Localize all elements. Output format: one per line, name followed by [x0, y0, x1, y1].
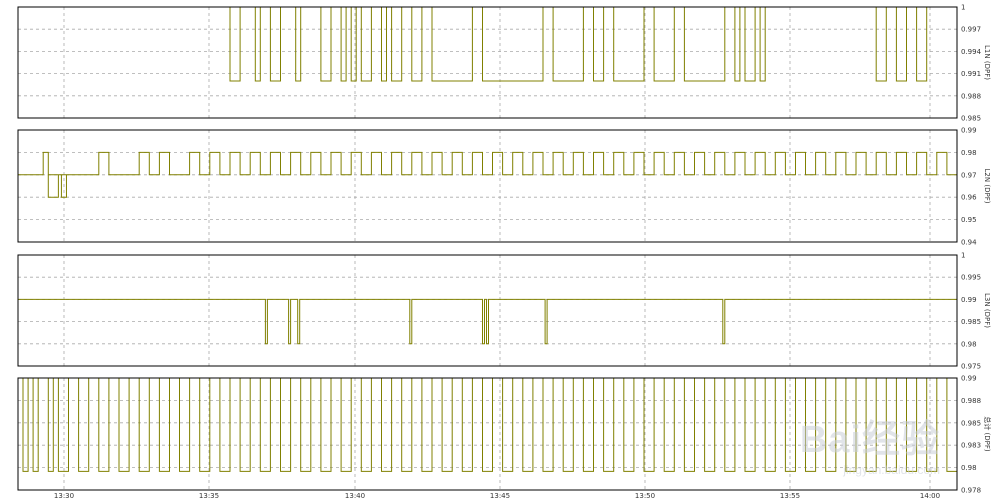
y-tick-label: 0.99: [961, 296, 977, 304]
x-tick-label: 13:45: [490, 492, 510, 500]
x-tick-label: 14:00: [920, 492, 940, 500]
y-tick-label: 0.96: [961, 194, 977, 202]
x-tick-label: 13:30: [54, 492, 74, 500]
y-tick-label: 0.95: [961, 216, 977, 224]
x-tick-label: 13:35: [199, 492, 219, 500]
baidu-watermark: Bai经验 jingyan.baidu.com: [800, 408, 940, 477]
y-tick-label: 0.988: [961, 92, 981, 100]
watermark-mark: 经验: [861, 419, 940, 461]
x-tick-label: 13:55: [780, 492, 800, 500]
y-axis-title: L2N (DPF): [983, 169, 991, 204]
signal-line: [18, 298, 957, 345]
signal-dip: [60, 174, 67, 198]
signal-line: [18, 6, 957, 82]
panel-frame: [17, 129, 958, 243]
signal-line: [18, 151, 957, 176]
y-tick-label: 0.97: [961, 171, 977, 179]
y-tick-label: 0.98: [961, 340, 977, 348]
y-tick-label: 0.99: [961, 375, 977, 383]
watermark-text: Bai: [799, 419, 862, 461]
y-axis-title: 总计 (DPF): [983, 416, 992, 452]
signal-dip: [47, 174, 59, 198]
panel-frame: [17, 254, 958, 367]
y-tick-label: 0.991: [961, 70, 981, 78]
y-tick-label: 0.995: [961, 274, 981, 282]
y-tick-label: 0.985: [961, 318, 981, 326]
y-tick-label: 0.983: [961, 442, 981, 450]
y-tick-label: 1: [961, 252, 965, 260]
y-tick-label: 0.985: [961, 419, 981, 427]
y-tick-label: 0.997: [961, 26, 981, 34]
y-tick-label: 0.975: [961, 363, 981, 371]
x-tick-label: 13:40: [345, 492, 365, 500]
signal-line: [18, 377, 957, 472]
y-axis-title: L1N (DPF): [983, 45, 991, 80]
watermark-url: jingyan.baidu.com: [843, 463, 940, 477]
y-tick-label: 0.985: [961, 115, 981, 123]
panel-frame: [17, 377, 958, 491]
x-tick-label: 13:50: [635, 492, 655, 500]
y-axis-title: L3N (DPF): [983, 293, 991, 328]
y-tick-label: 0.994: [961, 48, 982, 56]
y-tick-label: 0.99: [961, 127, 977, 135]
y-tick-label: 0.94: [961, 239, 977, 247]
y-tick-label: 0.988: [961, 397, 981, 405]
y-tick-label: 1: [961, 4, 965, 12]
panel-frame: [17, 6, 958, 119]
y-tick-label: 0.98: [961, 149, 977, 157]
y-tick-label: 0.98: [961, 464, 977, 472]
y-tick-label: 0.978: [961, 487, 981, 495]
